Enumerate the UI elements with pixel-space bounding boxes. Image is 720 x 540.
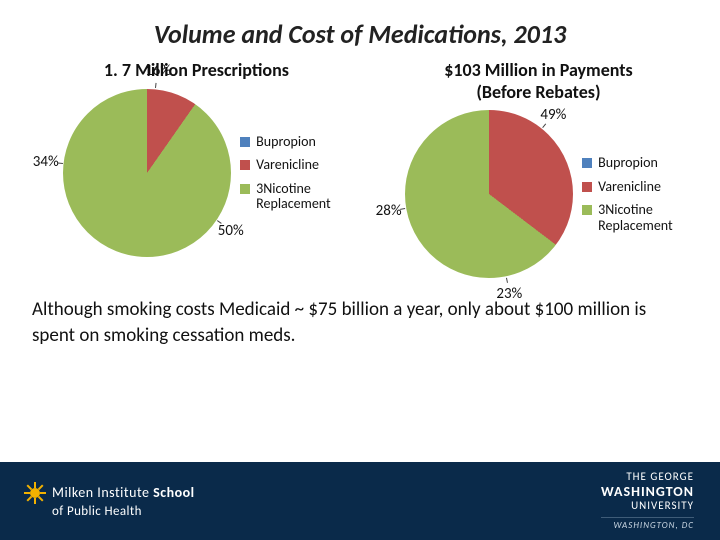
- pie-leader-line: [542, 124, 546, 129]
- legend-item: Varenicline: [582, 179, 673, 194]
- pie-pct-label: 49%: [540, 106, 566, 124]
- legend-label: Bupropion: [598, 155, 658, 170]
- legend-item: Varenicline: [240, 157, 331, 172]
- caption-text: Although smoking costs Medicaid ~ $75 bi…: [0, 279, 720, 348]
- pie-pct-label: 28%: [376, 202, 402, 220]
- gw-line2: WASHINGTON: [601, 484, 694, 500]
- legend-swatch: [240, 137, 250, 147]
- chart-payments: $103 Million in Payments (Before Rebates…: [375, 60, 702, 279]
- chart-prescriptions: 1. 7 Million Prescriptions 34%16%50% Bup…: [18, 60, 375, 279]
- gw-line3: UNIVERSITY: [601, 500, 694, 513]
- legend-swatch: [582, 205, 592, 215]
- legend-label: Bupropion: [256, 134, 316, 149]
- pie-payments: [404, 109, 574, 279]
- sun-icon: [26, 484, 44, 502]
- footer-bar: Milken Institute School of Public Health…: [0, 462, 720, 540]
- brand-line1: Milken Institute School: [52, 484, 195, 501]
- pie-prescriptions: [62, 88, 232, 258]
- legend-item: 3Nicotine Replacement: [240, 181, 331, 212]
- brand-line2: of Public Health: [52, 504, 195, 519]
- legend-label: 3Nicotine Replacement: [598, 202, 673, 233]
- legend-swatch: [240, 184, 250, 194]
- legend-swatch: [582, 158, 592, 168]
- legend-swatch: [240, 160, 250, 170]
- pie-leader-line: [155, 83, 157, 88]
- footer-right-brand: THE GEORGE WASHINGTON UNIVERSITY WASHING…: [601, 471, 694, 531]
- chart-payments-body: 28%49%23% Bupropion Varenicline 3Nicotine …: [404, 109, 673, 279]
- legend-label: Varenicline: [598, 179, 661, 194]
- legend-label: 3Nicotine Replacement: [256, 181, 331, 212]
- legend-prescriptions: Bupropion Varenicline 3Nicotine Replacemen…: [240, 126, 331, 220]
- pie-pct-label: 50%: [218, 222, 244, 240]
- gw-divider: [601, 517, 694, 518]
- legend-swatch: [582, 182, 592, 192]
- chart-prescriptions-body: 34%16%50% Bupropion Varenicline 3Nicotine …: [62, 88, 331, 258]
- legend-item: 3Nicotine Replacement: [582, 202, 673, 233]
- gw-city: WASHINGTON, DC: [601, 521, 694, 531]
- pie-prescriptions-wrap: 34%16%50%: [62, 88, 232, 258]
- chart-prescriptions-title: 1. 7 Million Prescriptions: [104, 60, 289, 82]
- brand-prefix: Milken Institute: [52, 484, 153, 501]
- gw-line1: THE GEORGE: [601, 471, 694, 484]
- charts-row: 1. 7 Million Prescriptions 34%16%50% Bup…: [0, 60, 720, 279]
- pie-pct-label: 34%: [33, 153, 59, 171]
- legend-label: Varenicline: [256, 157, 319, 172]
- footer-left-brand: Milken Institute School of Public Health: [26, 484, 195, 519]
- brand-strong: School: [153, 484, 194, 501]
- slide-title: Volume and Cost of Medications, 2013: [0, 0, 720, 60]
- legend-item: Bupropion: [582, 155, 673, 170]
- legend-payments: Bupropion Varenicline 3Nicotine Replacemen…: [582, 147, 673, 241]
- legend-item: Bupropion: [240, 134, 331, 149]
- pie-payments-wrap: 28%49%23%: [404, 109, 574, 279]
- pie-leader-line: [217, 221, 222, 225]
- chart-payments-title: $103 Million in Payments (Before Rebates…: [444, 60, 632, 103]
